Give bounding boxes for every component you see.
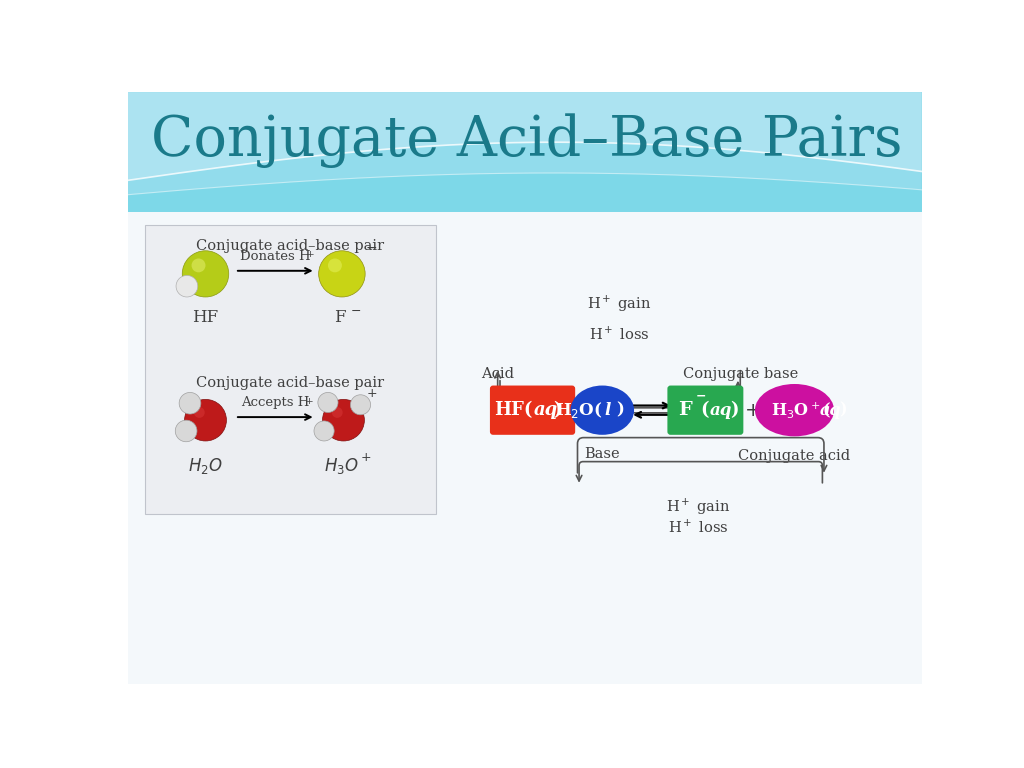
Text: +: + <box>360 451 371 464</box>
Text: F: F <box>678 401 692 419</box>
Text: −: − <box>366 240 377 255</box>
Text: +: + <box>568 401 585 419</box>
Text: Conjugate acid–base pair: Conjugate acid–base pair <box>197 376 384 389</box>
Text: ): ) <box>730 401 738 419</box>
FancyBboxPatch shape <box>489 386 575 435</box>
Text: H$_3$O$^+$(: H$_3$O$^+$( <box>771 400 831 420</box>
Text: −: − <box>696 389 707 402</box>
Text: Conjugate acid–base pair: Conjugate acid–base pair <box>197 239 384 253</box>
Text: HF(: HF( <box>494 401 532 419</box>
Circle shape <box>323 399 365 441</box>
Polygon shape <box>128 92 922 180</box>
Bar <box>128 211 922 684</box>
Circle shape <box>317 392 338 412</box>
Text: HF: HF <box>193 309 219 326</box>
Text: H$^+$ gain: H$^+$ gain <box>667 496 730 517</box>
Text: +: + <box>306 250 315 260</box>
Text: Conjugate base: Conjugate base <box>683 367 798 381</box>
Text: Donates H: Donates H <box>240 250 310 263</box>
Bar <box>128 92 922 215</box>
Text: l: l <box>604 402 611 419</box>
Text: Base: Base <box>585 447 621 461</box>
Text: H$^+$ loss: H$^+$ loss <box>669 518 729 536</box>
Text: Accepts H: Accepts H <box>241 396 309 409</box>
Circle shape <box>314 421 334 441</box>
Text: ): ) <box>840 402 847 419</box>
Text: +: + <box>745 401 762 419</box>
Text: ): ) <box>616 402 624 419</box>
Circle shape <box>332 407 343 418</box>
Circle shape <box>182 251 228 297</box>
Text: H$^+$ loss: H$^+$ loss <box>589 326 649 343</box>
FancyBboxPatch shape <box>145 225 435 514</box>
Text: Conjugate acid: Conjugate acid <box>738 449 851 462</box>
Text: ): ) <box>553 401 561 419</box>
Circle shape <box>194 407 205 418</box>
Text: H$_2$O(: H$_2$O( <box>555 400 602 420</box>
Text: Acid: Acid <box>481 367 514 381</box>
Bar <box>128 211 922 684</box>
Circle shape <box>179 392 201 414</box>
Circle shape <box>176 276 198 297</box>
Circle shape <box>318 251 366 297</box>
Text: H$^+$ gain: H$^+$ gain <box>587 294 651 314</box>
Circle shape <box>328 259 342 273</box>
Text: aq: aq <box>820 402 842 419</box>
Text: +: + <box>367 387 377 400</box>
Text: aq: aq <box>710 402 732 419</box>
FancyBboxPatch shape <box>668 386 743 435</box>
Circle shape <box>350 395 371 415</box>
Text: Conjugate Acid–Base Pairs: Conjugate Acid–Base Pairs <box>152 114 903 168</box>
Circle shape <box>191 259 206 273</box>
Text: $H_2O$: $H_2O$ <box>188 455 223 475</box>
Polygon shape <box>128 92 922 195</box>
Circle shape <box>184 399 226 441</box>
Text: +: + <box>305 396 313 406</box>
Ellipse shape <box>570 386 634 435</box>
Text: aq: aq <box>535 401 558 419</box>
Text: (: ( <box>700 401 710 419</box>
Circle shape <box>175 420 197 442</box>
Ellipse shape <box>755 384 834 436</box>
Text: $H_3O$: $H_3O$ <box>325 455 359 475</box>
Text: F: F <box>334 309 345 326</box>
Text: −: − <box>351 305 361 318</box>
